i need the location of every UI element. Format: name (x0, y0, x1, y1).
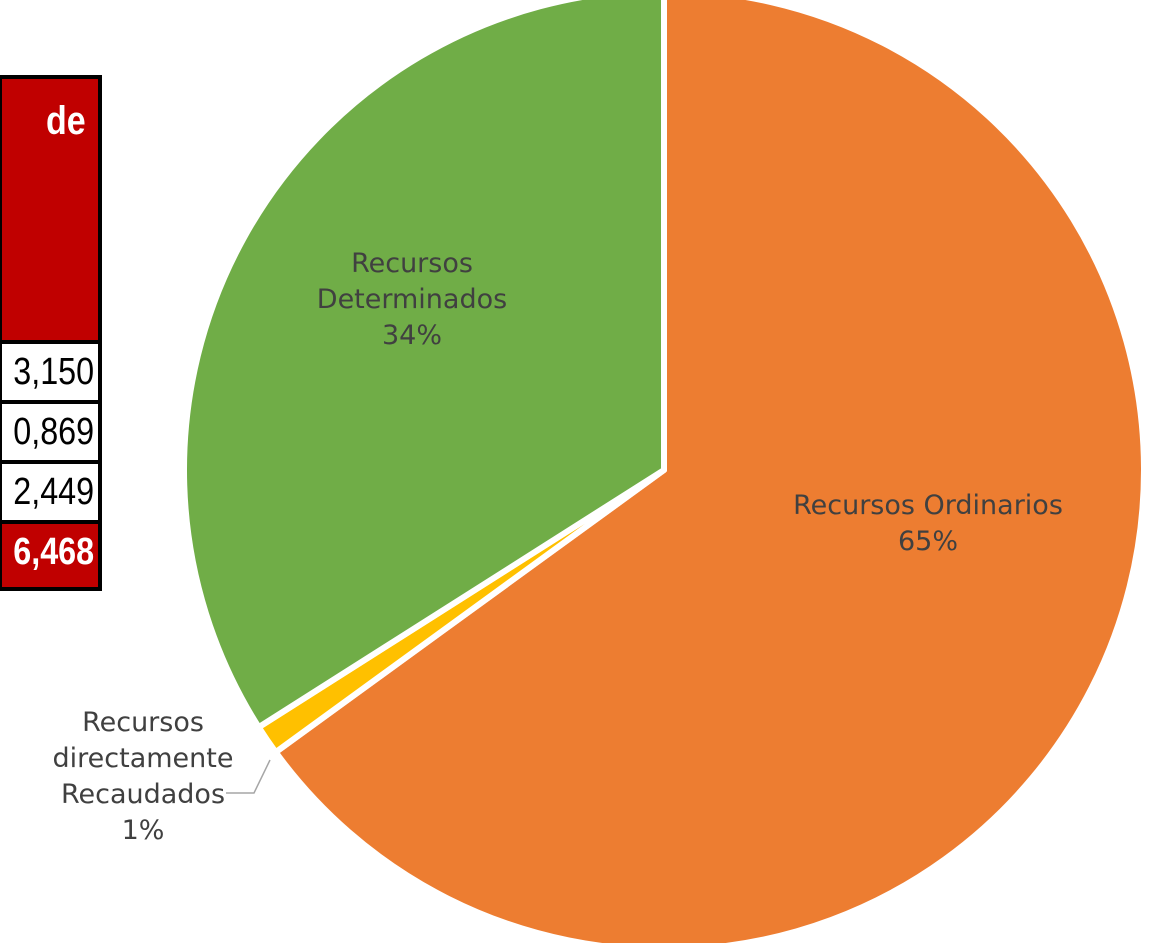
table-total-row: 6,468 (2, 524, 98, 587)
table-row: 0,869 (2, 404, 98, 464)
table-cell-value: 2,449 (13, 471, 94, 513)
slice-label-line: Determinados (317, 284, 507, 315)
summary-table-body: de 3,150 0,869 2,449 6,468 (0, 75, 102, 591)
slice-label-line: Recursos (82, 707, 204, 738)
slice-label: Recursos Ordinarios 65% (793, 490, 1063, 557)
slice-label-line: Recaudados (61, 779, 225, 810)
table-header-text: de (46, 99, 86, 143)
slice-label-line: directamente (53, 743, 234, 774)
table-cell-value: 0,869 (13, 411, 94, 453)
slice-label: Recursos Determinados 34% (317, 248, 507, 351)
pie-slice-recursos-ordinarios (272, 0, 1147, 943)
slice-label-line: 34% (382, 320, 442, 351)
table-row: 2,449 (2, 464, 98, 524)
table-cell-value: 3,150 (13, 351, 94, 393)
pie-slice-recursos-determinados (181, 0, 667, 731)
summary-table: de 3,150 0,869 2,449 6,468 (0, 0, 106, 943)
slice-label-line: Recursos (351, 248, 473, 279)
table-total-value: 6,468 (13, 531, 94, 573)
table-header: de (2, 79, 98, 344)
slice-label-line: 65% (898, 526, 958, 557)
slice-label: Recursos directamente Recaudados 1% (53, 707, 234, 846)
slice-label-line: Recursos Ordinarios (793, 490, 1063, 521)
slice-label-line: 1% (122, 815, 165, 846)
table-row: 3,150 (2, 344, 98, 404)
leader-line (226, 759, 271, 794)
